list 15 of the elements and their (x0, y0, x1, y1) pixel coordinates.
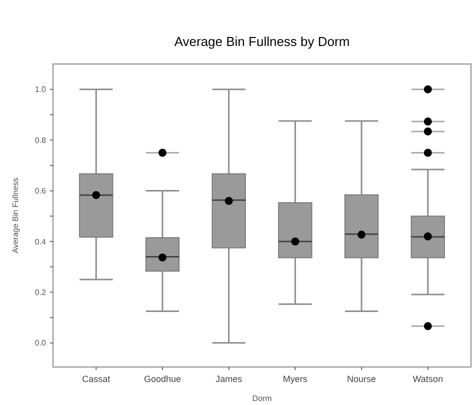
x-tick-label: Myers (282, 374, 308, 384)
y-tick-label: 0.6 (34, 186, 47, 196)
chart-title: Average Bin Fullness by Dorm (174, 34, 350, 49)
x-tick-label: Goodhue (144, 374, 181, 384)
y-axis-title: Average Bin Fullness (11, 178, 20, 254)
y-tick-label: 0.2 (34, 288, 47, 297)
y-tick-label: 1.0 (34, 85, 47, 94)
x-tick-label: Nourse (347, 374, 376, 384)
x-axis-title: Dorm (252, 394, 272, 403)
x-tick-label: Cassat (82, 374, 111, 384)
y-tick-label: 0.4 (34, 237, 47, 246)
x-tick-label: James (216, 374, 243, 384)
x-tick-label: Watson (412, 374, 443, 384)
y-tick-label: 0.0 (34, 338, 47, 348)
y-tick-label: 0.8 (34, 136, 47, 145)
